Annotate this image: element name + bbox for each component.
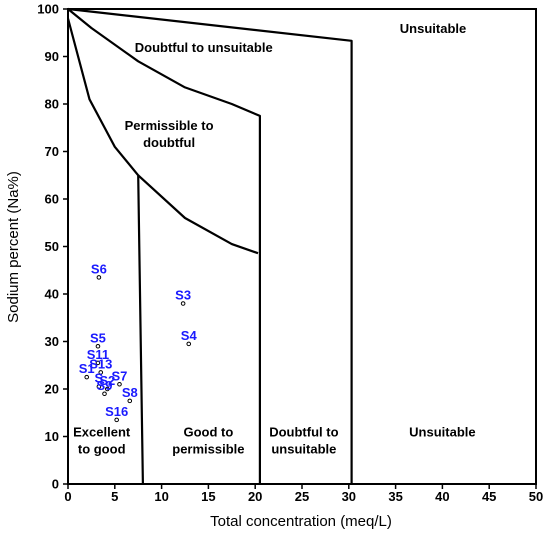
region-label: Permissible to doubtful	[125, 118, 214, 150]
sample-point-s1	[84, 374, 90, 380]
y-tick-label: 100	[37, 2, 59, 17]
sample-point-s16	[114, 417, 119, 423]
x-axis-title: Total concentration (meq/L)	[210, 513, 392, 530]
y-tick-label: 40	[45, 287, 59, 302]
boundary-line-3	[66, 18, 144, 485]
y-tick-label: 0	[52, 477, 59, 492]
sample-point-s11	[95, 360, 101, 366]
y-tick-label: 70	[45, 144, 59, 159]
region-label: Unsuitable	[400, 21, 466, 36]
x-tick-label: 25	[295, 489, 309, 504]
sample-label-s6: S6	[91, 261, 107, 276]
x-tick-label: 15	[201, 489, 215, 504]
y-tick-label: 50	[45, 239, 59, 254]
x-tick-label: 35	[388, 489, 402, 504]
region-label: Doubtful to unsuitable	[135, 40, 273, 55]
sample-label-s1: S1	[79, 361, 95, 376]
x-tick-label: 45	[482, 489, 496, 504]
sample-point-s8	[127, 398, 133, 404]
x-tick-label: 10	[154, 489, 168, 504]
sample-point-s3	[180, 301, 186, 306]
x-tick-label: 20	[248, 489, 262, 504]
sample-point-s	[96, 384, 102, 389]
classification-boundaries	[66, 7, 353, 485]
sample-point-s4	[186, 341, 192, 347]
region-labels: Unsuitable Doubtful to unsuitable Permissi…	[73, 21, 475, 457]
sample-label-s16: S16	[105, 404, 128, 419]
y-tick-label: 10	[45, 429, 59, 444]
region-label: Unsuitable	[409, 425, 475, 440]
boundary-line-2	[67, 7, 353, 484]
region-label: Doubtful to unsuitable	[269, 425, 338, 457]
sample-label-s5: S5	[90, 330, 106, 345]
x-tick-label: 30	[342, 489, 356, 504]
sample-label-s8: S8	[122, 385, 138, 400]
x-tick-label: 0	[64, 489, 71, 504]
sample-label-s7: S7	[112, 368, 128, 383]
sample-label-s13: S13	[89, 356, 112, 371]
sample-point-s7	[117, 381, 122, 387]
sample-point-s13	[98, 370, 104, 375]
sample-label-s9: S9	[97, 378, 113, 393]
sample-point-s5	[95, 343, 101, 349]
sample-point-s6	[96, 275, 102, 280]
y-tick-label: 30	[45, 334, 59, 349]
boundary-line-1	[67, 8, 261, 484]
y-axis-title: Sodium percent (Na%)	[5, 171, 22, 323]
y-tick-label: 20	[45, 382, 59, 397]
sample-label-s4: S4	[181, 328, 198, 343]
y-tick-label: 90	[45, 49, 59, 64]
x-tick-label: 5	[111, 489, 118, 504]
x-axis: 0 5 10 15 20 25 30 35 40 45 50	[64, 484, 543, 504]
sample-point-s9	[102, 391, 107, 397]
sample-label-s: S	[95, 371, 104, 386]
x-tick-label: 50	[529, 489, 543, 504]
y-tick-label: 80	[45, 97, 59, 112]
region-label: Excellent to good	[73, 425, 131, 457]
y-tick-label: 60	[45, 192, 59, 207]
boundary-line-4	[137, 174, 259, 255]
sample-point-s2	[105, 386, 110, 392]
sample-label-s3: S3	[175, 288, 191, 303]
region-label: Good to permissible	[172, 425, 244, 457]
sample-label-s11: S11	[87, 347, 109, 362]
x-tick-label: 40	[435, 489, 449, 504]
sample-label-s2: S2	[99, 373, 115, 388]
y-axis: 0 10 20 30 40 50 60 70 80 90 100	[37, 2, 68, 492]
